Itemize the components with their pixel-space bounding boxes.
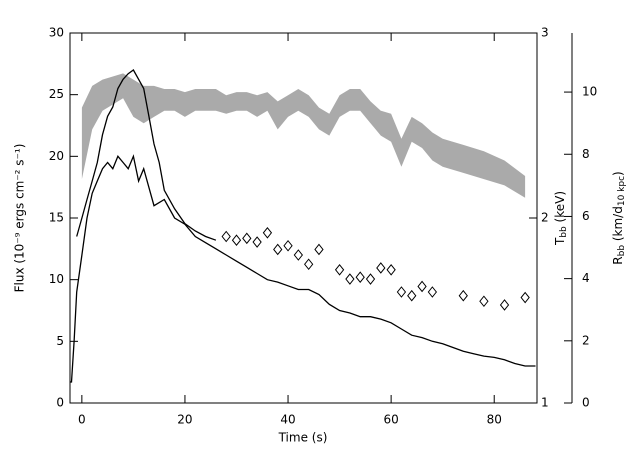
- diamond-marker: [293, 249, 303, 261]
- y3-axis-label: Rbb (km/d10 kpc): [611, 171, 627, 264]
- label-part: ): [611, 171, 625, 176]
- data-line: [70, 154, 536, 383]
- y-tick-label: 10: [49, 272, 64, 286]
- radius-band: [81, 73, 526, 198]
- y-tick-label: 25: [49, 87, 64, 101]
- diamond-marker: [304, 258, 314, 271]
- x-tick-label: 60: [383, 413, 398, 427]
- diamond-marker: [417, 280, 427, 293]
- diamond-marker: [314, 243, 324, 256]
- y-tick-label: 15: [49, 211, 64, 225]
- label-part: R: [611, 256, 625, 264]
- diamond-marker: [221, 230, 231, 243]
- y-tick-label: 30: [49, 26, 64, 40]
- diamond-marker: [396, 286, 407, 298]
- x-tick-label: 0: [78, 413, 86, 427]
- y3-tick-label: 2: [582, 333, 590, 347]
- y3-tick-label: 4: [582, 271, 590, 285]
- diamond-marker: [345, 273, 355, 285]
- diamond-marker: [499, 299, 510, 311]
- diamond-marker: [283, 239, 293, 252]
- label-sub: bb: [559, 226, 569, 238]
- y-axis-label: Flux (10⁻⁹ ergs cm⁻² s⁻¹): [13, 144, 27, 293]
- diamond-marker: [252, 236, 262, 248]
- y-tick-label: 5: [56, 334, 64, 348]
- x-tick-label: 40: [280, 413, 295, 427]
- label-part: T: [553, 237, 567, 246]
- diamond-marker: [355, 271, 365, 284]
- diamond-marker: [334, 263, 345, 276]
- diamond-marker: [231, 234, 242, 247]
- y3-tick-label: 6: [582, 209, 590, 223]
- x-tick-label: 20: [177, 413, 192, 427]
- diamond-marker: [407, 289, 417, 302]
- diamond-marker: [273, 243, 283, 256]
- data-line: [76, 69, 217, 241]
- label-sub: bb: [617, 245, 627, 257]
- y3-tick-label: 10: [582, 85, 597, 99]
- x-tick-label: 80: [487, 413, 502, 427]
- diamond-marker: [386, 263, 396, 276]
- y-tick-label: 0: [56, 396, 64, 410]
- diamond-marker: [242, 232, 252, 245]
- diamond-marker: [479, 295, 489, 308]
- diamond-marker: [520, 291, 530, 304]
- y2-tick-label: 1: [541, 396, 549, 410]
- diamond-marker: [427, 286, 438, 298]
- y3-tick-label: 0: [582, 396, 590, 410]
- y2-axis-label: Tbb (keV): [553, 191, 569, 246]
- diamond-marker: [262, 226, 273, 239]
- y2-tick-label: 3: [541, 26, 549, 40]
- label-part: (keV): [553, 191, 567, 226]
- diamond-marker: [365, 273, 376, 285]
- y-tick-label: 20: [49, 149, 64, 163]
- diamond-marker: [458, 289, 468, 302]
- y2-tick-label: 2: [541, 211, 549, 225]
- diamond-marker: [376, 262, 386, 274]
- x-axis-label: Time (s): [278, 431, 328, 445]
- label-sub: 10 kpc: [617, 176, 627, 206]
- label-part: (km/d: [611, 206, 625, 245]
- y3-tick-label: 8: [582, 147, 590, 161]
